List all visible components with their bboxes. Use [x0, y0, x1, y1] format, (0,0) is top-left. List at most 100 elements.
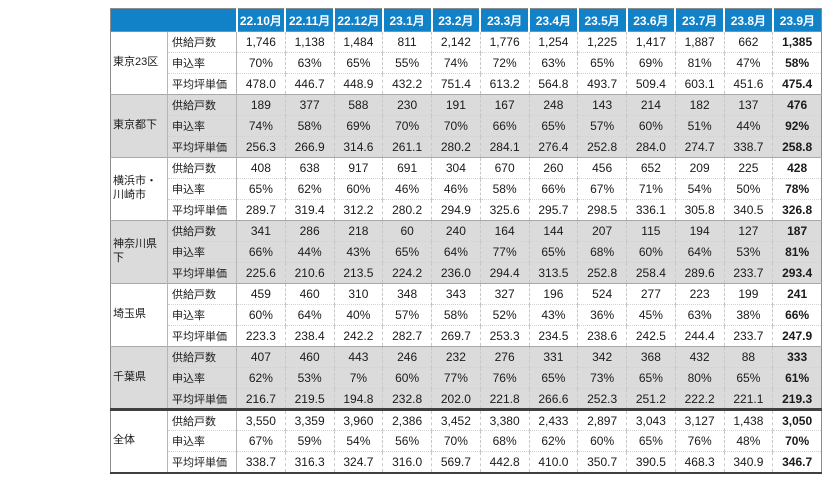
value-cell: 209	[675, 157, 725, 179]
value-cell: 58%	[480, 178, 530, 200]
value-cell: 81%	[675, 52, 725, 74]
value-cell: 343	[431, 283, 481, 305]
table-row: 平均坪単価 225.6 210.6 213.5 224.2 236.0 294.4 313.5…	[111, 262, 822, 284]
value-cell: 48%	[724, 430, 774, 452]
value-cell: 230	[382, 94, 432, 116]
metric-label: 供給戸数	[167, 31, 237, 53]
value-cell: 187	[772, 220, 822, 242]
month-header: 23.4月	[528, 8, 578, 32]
value-cell: 456	[577, 157, 627, 179]
value-cell: 284.1	[480, 136, 530, 158]
metric-label: 平均坪単価	[167, 451, 237, 473]
value-cell: 53%	[724, 241, 774, 263]
value-cell: 65%	[724, 367, 774, 389]
value-cell: 410.0	[529, 451, 579, 473]
value-cell: 3,452	[431, 408, 481, 431]
metric-label: 申込率	[167, 52, 237, 74]
value-cell: 60%	[236, 304, 286, 326]
value-cell: 194	[675, 220, 725, 242]
value-cell: 244.4	[675, 325, 725, 347]
value-cell: 44%	[285, 241, 335, 263]
value-cell: 68%	[577, 241, 627, 263]
value-cell: 691	[382, 157, 432, 179]
table-row: 申込率 62% 53% 7% 60% 77% 76% 65% 73% 65% 80% 65% 61%	[111, 367, 822, 389]
value-cell: 182	[675, 94, 725, 116]
value-cell: 1,254	[529, 31, 579, 53]
value-cell: 61%	[772, 367, 822, 389]
value-cell: 2,142	[431, 31, 481, 53]
value-cell: 67%	[236, 430, 286, 452]
value-cell: 1,438	[724, 408, 774, 431]
value-cell: 662	[724, 31, 774, 53]
value-cell: 446.7	[285, 73, 335, 95]
value-cell: 340.9	[724, 451, 774, 473]
value-cell: 60%	[334, 178, 384, 200]
value-cell: 78%	[772, 178, 822, 200]
value-cell: 66%	[236, 241, 286, 263]
value-cell: 253.3	[480, 325, 530, 347]
metric-label: 平均坪単価	[167, 262, 237, 284]
value-cell: 127	[724, 220, 774, 242]
metric-label: 申込率	[167, 304, 237, 326]
value-cell: 432	[675, 346, 725, 368]
value-cell: 221.1	[724, 388, 774, 410]
value-cell: 442.8	[480, 451, 530, 473]
value-cell: 266.9	[285, 136, 335, 158]
value-cell: 7%	[334, 367, 384, 389]
value-cell: 63%	[285, 52, 335, 74]
metric-label: 申込率	[167, 178, 237, 200]
value-cell: 3,359	[285, 408, 335, 431]
value-cell: 68%	[480, 430, 530, 452]
table-row: 東京都下 供給戸数 189 377 588 230 191 167 248 143 214 182 13…	[110, 94, 822, 158]
value-cell: 350.7	[577, 451, 627, 473]
value-cell: 191	[431, 94, 481, 116]
value-cell: 236.0	[431, 262, 481, 284]
value-cell: 52%	[480, 304, 530, 326]
value-cell: 280.2	[382, 199, 432, 221]
value-cell: 210.6	[285, 262, 335, 284]
value-cell: 451.6	[724, 73, 774, 95]
value-cell: 51%	[675, 115, 725, 137]
value-cell: 613.2	[480, 73, 530, 95]
value-cell: 60%	[626, 241, 676, 263]
value-cell: 460	[285, 283, 335, 305]
value-cell: 88	[724, 346, 774, 368]
value-cell: 917	[334, 157, 384, 179]
value-cell: 3,960	[334, 408, 384, 431]
value-cell: 137	[724, 94, 774, 116]
table-row: 申込率 65% 62% 60% 46% 46% 58% 66% 67% 71% 54% 50% 78%	[111, 178, 822, 200]
value-cell: 459	[236, 283, 286, 305]
value-cell: 46%	[431, 178, 481, 200]
value-cell: 670	[480, 157, 530, 179]
value-cell: 274.7	[675, 136, 725, 158]
value-cell: 260	[529, 157, 579, 179]
value-cell: 377	[285, 94, 335, 116]
month-header: 23.3月	[479, 8, 529, 32]
value-cell: 115	[626, 220, 676, 242]
value-cell: 316.3	[285, 451, 335, 473]
value-cell: 1,776	[480, 31, 530, 53]
value-cell: 60%	[382, 367, 432, 389]
value-cell: 50%	[724, 178, 774, 200]
value-cell: 432.2	[382, 73, 432, 95]
value-cell: 65%	[529, 367, 579, 389]
value-cell: 289.6	[675, 262, 725, 284]
value-cell: 234.5	[529, 325, 579, 347]
value-cell: 67%	[577, 178, 627, 200]
value-cell: 233.7	[724, 262, 774, 284]
value-cell: 1,385	[772, 31, 822, 53]
value-cell: 73%	[577, 367, 627, 389]
value-cell: 218	[334, 220, 384, 242]
value-cell: 70%	[772, 430, 822, 452]
region-label: 横浜市・ 川崎市	[110, 157, 168, 221]
month-header: 23.7月	[674, 8, 724, 32]
value-cell: 242.5	[626, 325, 676, 347]
value-cell: 64%	[675, 241, 725, 263]
value-cell: 58%	[772, 52, 822, 74]
value-cell: 219.3	[772, 388, 822, 410]
table-row: 申込率 74% 58% 69% 70% 70% 66% 65% 57% 60% 51% 44% 92%	[111, 115, 822, 137]
value-cell: 282.7	[382, 325, 432, 347]
month-header: 23.6月	[625, 8, 676, 32]
value-cell: 325.6	[480, 199, 530, 221]
metric-label: 平均坪単価	[167, 73, 237, 95]
